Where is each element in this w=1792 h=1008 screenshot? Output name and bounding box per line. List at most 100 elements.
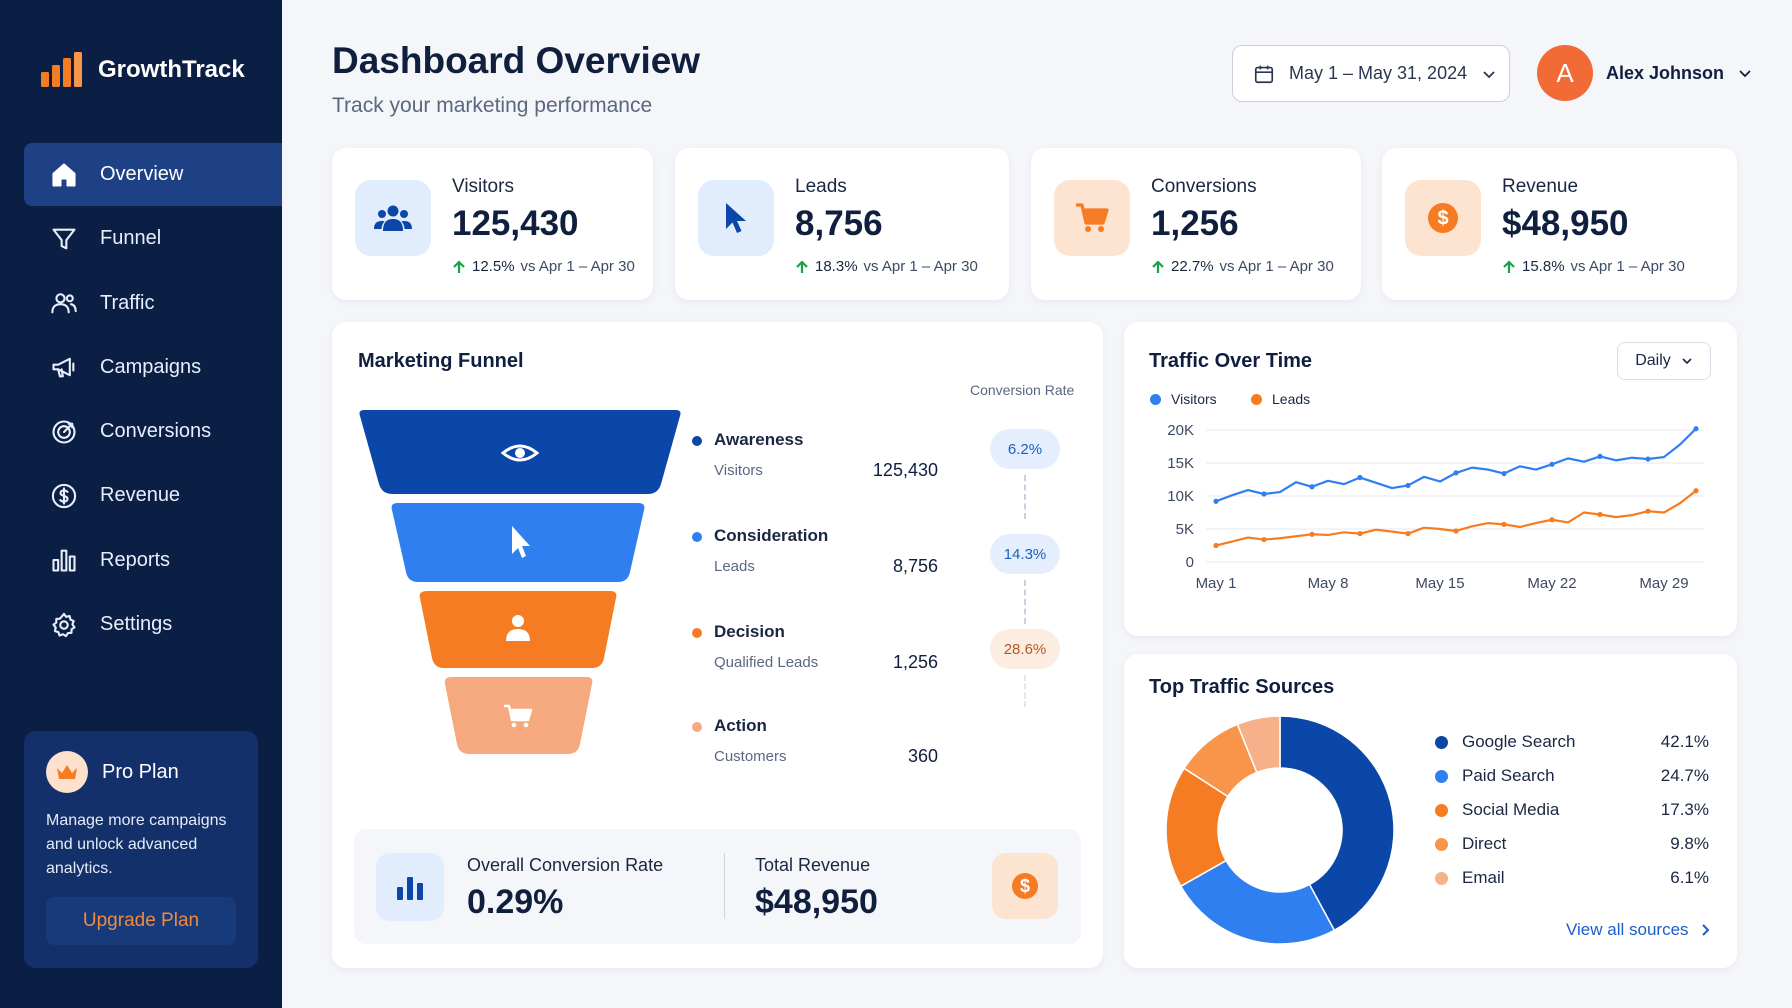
traffic-line-chart: 0 5K 10K 15K 20K May 1 May 8 May 15 May 22 May 29 [1167, 422, 1704, 592]
donut-slice-email [1236, 715, 1281, 774]
legend-dot [1150, 393, 1161, 405]
data-point-visitors [1597, 453, 1603, 459]
data-point-visitors [1453, 470, 1459, 476]
source-percent: 24.7% [1660, 766, 1709, 785]
eye-icon [500, 444, 540, 462]
megaphone-icon [52, 358, 75, 378]
conversion-rate-pill: 28.6% [990, 629, 1060, 669]
home-icon [52, 162, 76, 187]
stage-name: Action [714, 716, 767, 735]
kpi-change-value: 22.7% [1171, 258, 1214, 275]
kpi-card-visitors[interactable]: Visitors 125,430 12.5% vs Apr 1 – Apr 30 [332, 148, 653, 300]
data-point-leads [1453, 528, 1459, 534]
funnel-summary: Overall Conversion Rate 0.29% Total Reve… [354, 829, 1081, 944]
traffic-title: Traffic Over Time [1149, 350, 1313, 372]
chevron-down-icon [1682, 358, 1692, 365]
sidebar-item-traffic[interactable]: Traffic [24, 272, 282, 335]
upgrade-plan-button[interactable]: Upgrade Plan [46, 897, 236, 945]
sidebar-item-reports[interactable]: Reports [24, 529, 282, 592]
traffic-sources-donut [1165, 715, 1395, 945]
top-traffic-sources-card: Top Traffic Sources View all sources [1124, 654, 1737, 968]
stage-sub: Customers [714, 748, 787, 765]
y-tick-label: 10K [1167, 488, 1194, 505]
pro-plan-card: Pro Plan Manage more campaigns and unloc… [24, 731, 258, 968]
legend-leads: Leads [1251, 391, 1310, 407]
chevron-down-icon [1483, 70, 1495, 78]
cart-icon [504, 704, 533, 728]
date-range-picker[interactable]: May 1 – May 31, 2024 [1232, 45, 1510, 102]
data-point-visitors [1645, 456, 1651, 462]
source-legend-row: Email 6.1% [1435, 868, 1709, 888]
x-tick-label: May 29 [1639, 575, 1688, 592]
view-all-sources-link[interactable]: View all sources [1566, 920, 1711, 940]
data-point-visitors [1309, 484, 1315, 490]
kpi-card-revenue[interactable]: $ Revenue $48,950 15.8% vs Apr 1 – Apr 3… [1382, 148, 1737, 300]
data-point-visitors [1549, 461, 1555, 467]
stage-value: 360 [907, 746, 938, 766]
kpi-value: 1,256 [1151, 204, 1239, 243]
data-point-leads [1213, 542, 1219, 549]
source-percent: 17.3% [1660, 800, 1709, 819]
series-line-visitors [1215, 427, 1697, 503]
data-point-leads [1405, 531, 1411, 537]
sidebar-item-campaigns[interactable]: Campaigns [24, 336, 282, 399]
source-name: Google Search [1462, 732, 1576, 751]
funnel-icon [52, 228, 76, 250]
brand[interactable]: GrowthTrack [40, 52, 245, 88]
legend-dot [1435, 871, 1448, 885]
sidebar-item-label: Conversions [100, 420, 212, 443]
sidebar-item-revenue[interactable]: Revenue [24, 464, 282, 527]
data-point-visitors [1261, 491, 1267, 497]
source-name: Email [1462, 868, 1505, 887]
sidebar-item-label: Revenue [100, 484, 181, 507]
rate-connector [1024, 580, 1026, 624]
data-point-visitors [1405, 482, 1411, 489]
data-point-leads [1501, 521, 1507, 527]
arrow-up-icon [1152, 259, 1164, 273]
y-tick-label: 15K [1167, 455, 1194, 472]
conversion-rate-pill: 14.3% [990, 534, 1060, 574]
user-menu[interactable]: A Alex Johnson [1537, 45, 1753, 101]
stage-dot [692, 532, 702, 542]
conversion-rate-pill: 6.2% [990, 429, 1060, 469]
kpi-value: $48,950 [1502, 204, 1629, 243]
svg-text:$: $ [1020, 876, 1030, 896]
stage-sub: Leads [714, 558, 755, 575]
legend-dot [1435, 837, 1448, 851]
svg-text:$: $ [1437, 208, 1448, 230]
x-tick-label: May 8 [1308, 575, 1349, 592]
stage-value: 1,256 [892, 652, 938, 672]
stage-value: 8,756 [892, 556, 938, 576]
legend-dot [1435, 769, 1448, 783]
kpi-change: 18.3% vs Apr 1 – Apr 30 [795, 258, 978, 275]
stage-dot [692, 628, 702, 638]
user-name: Alex Johnson [1606, 62, 1725, 83]
kpi-change: 22.7% vs Apr 1 – Apr 30 [1151, 258, 1334, 275]
sidebar-item-funnel[interactable]: Funnel [24, 207, 282, 270]
page-title: Dashboard Overview [332, 40, 701, 81]
cursor-icon [698, 180, 774, 256]
summary-divider [724, 853, 725, 919]
period-select[interactable]: Daily [1617, 342, 1711, 380]
kpi-label: Visitors [452, 176, 514, 197]
x-tick-label: May 22 [1527, 575, 1576, 592]
cursor-icon [512, 526, 530, 558]
dollar-circle-icon [51, 483, 77, 509]
kpi-card-conversions[interactable]: Conversions 1,256 22.7% vs Apr 1 – Apr 3… [1031, 148, 1361, 300]
kpi-label: Conversions [1151, 176, 1257, 197]
kpi-value: 125,430 [452, 204, 579, 243]
donut-slice-google-search [1279, 715, 1395, 932]
source-percent: 9.8% [1670, 834, 1709, 853]
sidebar: GrowthTrack Overview Funnel Traffic Camp… [0, 0, 282, 1008]
total-revenue-value: $48,950 [755, 883, 878, 921]
calendar-icon [1254, 65, 1274, 83]
sidebar-item-settings[interactable]: Settings [24, 593, 282, 656]
y-tick-label: 20K [1167, 422, 1194, 439]
users-icon [355, 180, 431, 256]
x-tick-label: May 15 [1415, 575, 1464, 592]
kpi-card-leads[interactable]: Leads 8,756 18.3% vs Apr 1 – Apr 30 [675, 148, 1009, 300]
crown-icon [46, 751, 88, 793]
sidebar-item-conversions[interactable]: Conversions [24, 400, 282, 463]
sidebar-item-overview[interactable]: Overview [24, 143, 282, 206]
kpi-compare: vs Apr 1 – Apr 30 [520, 258, 635, 275]
